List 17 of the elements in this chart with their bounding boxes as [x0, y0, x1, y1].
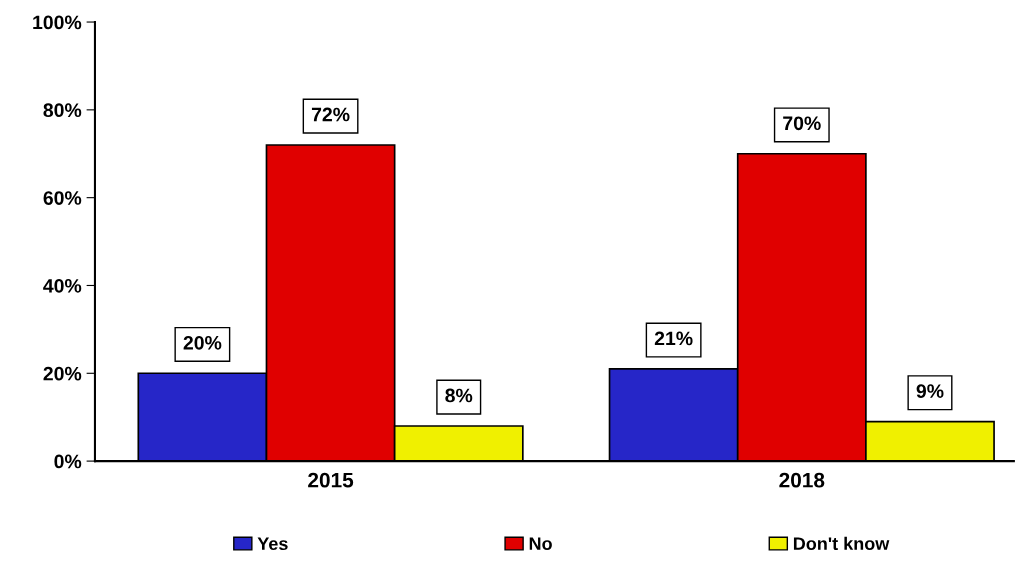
data-label: 72%	[311, 107, 350, 122]
x-tick-label: 2018	[779, 472, 825, 488]
x-tick-label: 2015	[308, 472, 354, 488]
y-tick-label: 80%	[43, 103, 82, 118]
data-label: 70%	[783, 116, 821, 131]
legend-label: No	[529, 537, 552, 551]
legend-label: Don't know	[793, 536, 890, 551]
y-tick-label: 60%	[43, 191, 82, 205]
data-label: 8%	[445, 388, 473, 403]
y-tick-label: 20%	[43, 366, 82, 381]
data-label: 9%	[916, 384, 944, 398]
data-label: 20%	[183, 335, 222, 350]
data-label: 21%	[654, 331, 693, 346]
y-tick-label: 0%	[54, 454, 82, 469]
y-tick-label: 100%	[33, 15, 82, 30]
legend-label: Yes	[257, 537, 288, 551]
y-tick-label: 40%	[43, 278, 82, 293]
